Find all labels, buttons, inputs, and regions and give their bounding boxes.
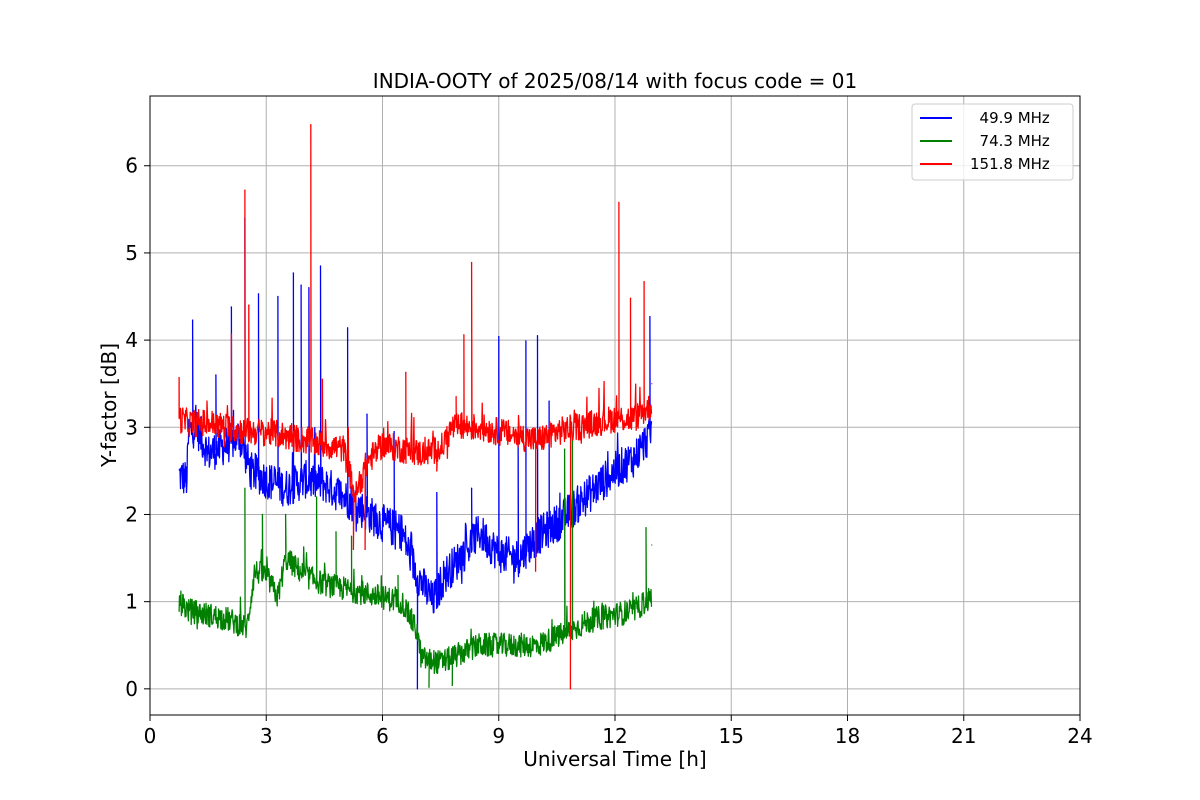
series-spike-point [463, 334, 465, 336]
x-tick-label: 0 [144, 724, 157, 748]
series-spike-point [451, 684, 453, 686]
series-spike-point [629, 297, 632, 299]
legend: 49.9 MHz 74.3 MHz 151.8 MHz [911, 103, 1074, 181]
series-spike-point [335, 531, 337, 533]
series-spike-point [244, 189, 246, 191]
series-spike-point [350, 535, 353, 537]
series-spike-point [192, 319, 194, 321]
series-spike-point [321, 378, 324, 380]
x-tick-label: 18 [835, 724, 860, 748]
series-spike-point [397, 574, 399, 577]
chart-title: INDIA-OOTY of 2025/08/14 with focus code… [373, 69, 857, 93]
series-spike-point [215, 374, 217, 376]
series-spike-point [536, 335, 539, 337]
series-spike-point [364, 548, 366, 550]
x-tick-label: 12 [602, 724, 627, 748]
legend-item: 49.9 MHz [920, 109, 1050, 127]
series-spike-point [319, 265, 322, 267]
series-spike-point [405, 371, 407, 373]
x-tick-label: 15 [719, 724, 744, 748]
x-tick-label: 6 [376, 724, 389, 748]
series-spike-point [643, 281, 645, 283]
series-spike-point [436, 470, 438, 472]
series-spike-point [548, 400, 550, 402]
series-spike-point [534, 570, 537, 572]
x-axis-label: Universal Time [h] [523, 747, 706, 771]
y-tick-label: 4 [125, 328, 138, 352]
legend-item: 74.3 MHz [920, 132, 1050, 150]
series-spike-point [230, 333, 232, 335]
series-spike-point [645, 526, 647, 529]
series-spike-point [292, 272, 294, 274]
series-2 [178, 124, 653, 690]
series-spike-point [649, 315, 651, 318]
series-spike-point [393, 431, 395, 433]
series-spike-point [366, 413, 368, 415]
series-spike-point [261, 513, 263, 516]
series-spike-point [230, 306, 232, 308]
series-spike-point [651, 383, 653, 385]
series-spike-point [498, 336, 500, 338]
series-spike-point [471, 261, 473, 264]
series-spike-point [569, 688, 572, 690]
series-spike-point [564, 448, 566, 450]
y-tick-label: 5 [125, 241, 138, 265]
series-spike-point [428, 686, 430, 688]
y-axis-label: Y-factor [dB] [97, 343, 121, 468]
series-spike-point [248, 304, 250, 306]
legend-frame [911, 103, 1074, 181]
series-line [178, 124, 653, 690]
series-spike-point [257, 293, 260, 295]
series-spike-point [285, 513, 287, 516]
series-spike-point [308, 287, 310, 289]
series-spike-point [277, 295, 279, 298]
series-spike-point [347, 327, 349, 329]
y-tick-label: 3 [125, 415, 138, 439]
series-spike-point [525, 340, 527, 342]
series-spike-point [455, 396, 457, 398]
x-tick-label: 24 [1067, 724, 1092, 748]
series-spike-point [471, 487, 473, 489]
x-tick-label: 21 [951, 724, 976, 748]
series-spike-point [416, 688, 418, 690]
series-spike-point [244, 487, 246, 489]
series-line [178, 435, 653, 688]
legend-item: 151.8 MHz [920, 155, 1050, 173]
y-tick-label: 1 [125, 590, 138, 614]
y-tick-label: 2 [125, 502, 138, 526]
series-spike-point [651, 544, 653, 546]
legend-label: 74.3 MHz [970, 132, 1050, 150]
series-spike-point [436, 492, 438, 494]
y-tick-label: 6 [125, 154, 138, 178]
series-spike-point [310, 124, 312, 126]
series-spike-point [316, 496, 318, 498]
series-spike-point [352, 548, 355, 550]
series-spike-point [618, 201, 620, 203]
x-tick-label: 3 [260, 724, 273, 748]
y-tick-label: 0 [125, 677, 138, 701]
legend-label: 49.9 MHz [970, 109, 1050, 127]
series-spike-point [178, 377, 180, 379]
series-layer [178, 124, 653, 690]
legend-label: 151.8 MHz [970, 155, 1050, 173]
x-tick-label: 9 [492, 724, 505, 748]
series-spike-point [300, 284, 302, 286]
